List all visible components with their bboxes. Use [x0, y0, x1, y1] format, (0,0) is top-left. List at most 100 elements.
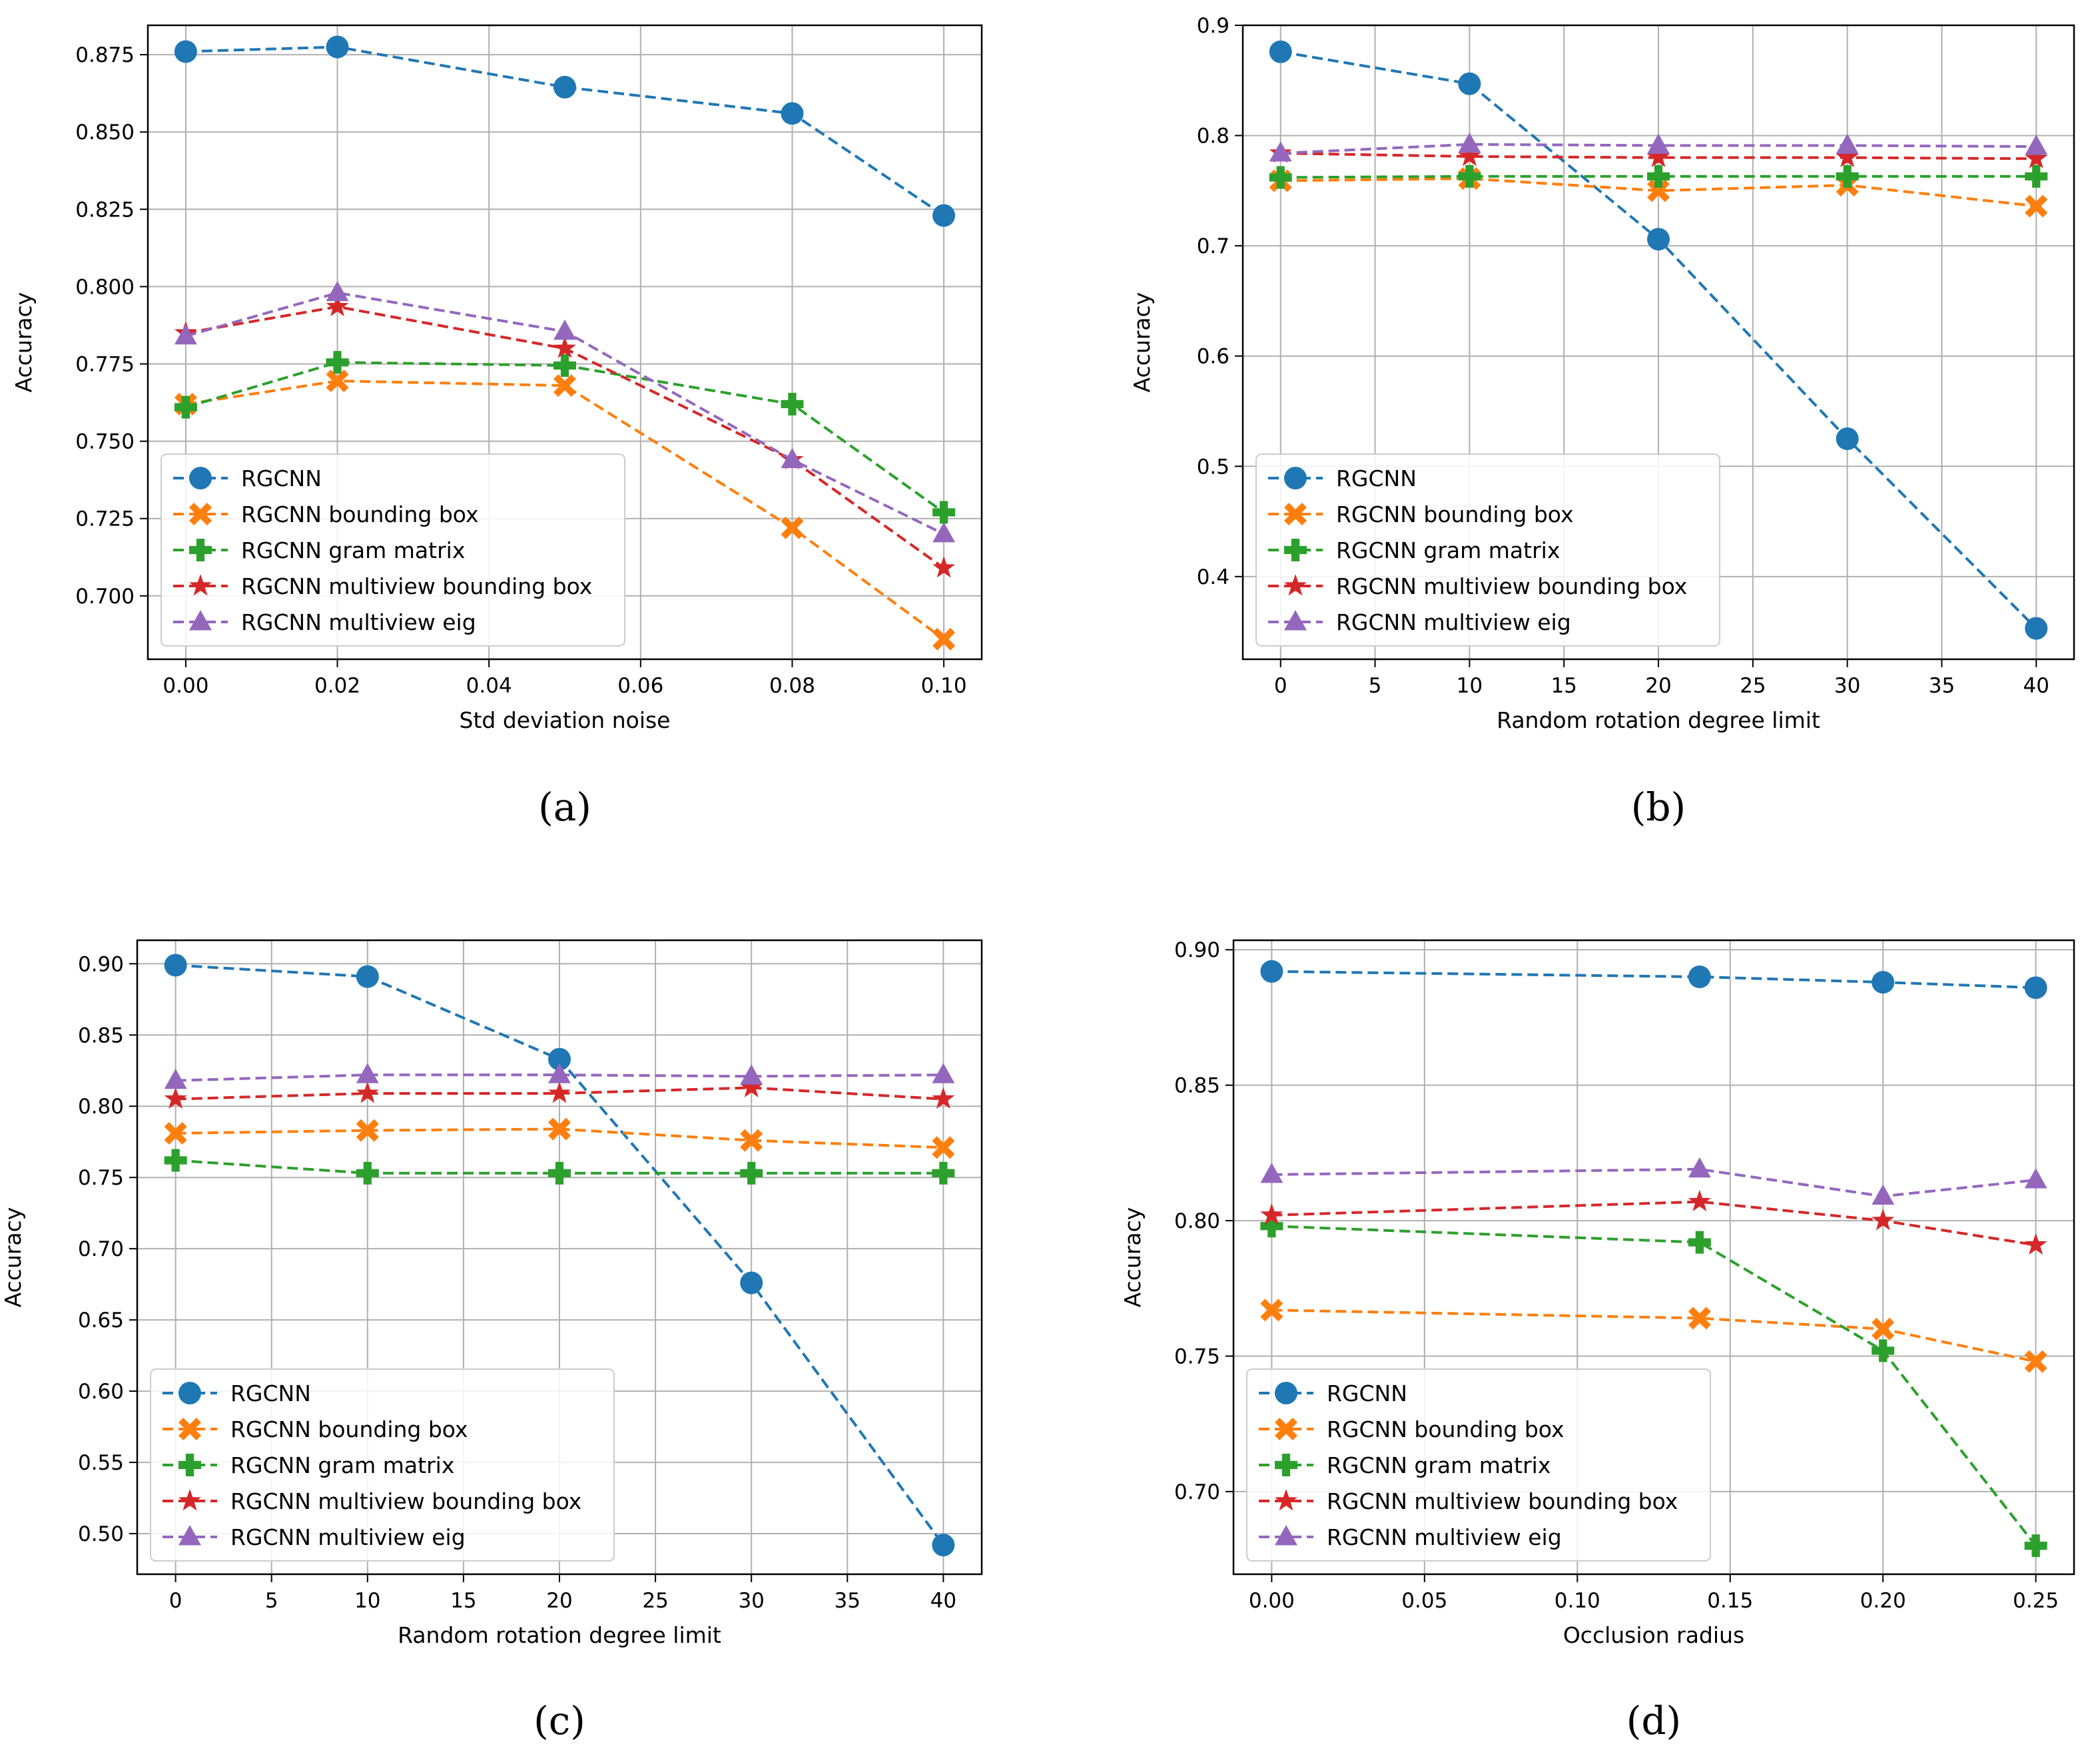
- x-tick-label: 0.05: [1401, 1589, 1447, 1613]
- x-axis-label: Std deviation noise: [460, 707, 671, 733]
- data-point: [1269, 141, 1292, 162]
- legend-label: RGCNN multiview bounding box: [1336, 573, 1687, 599]
- legend-label: RGCNN gram matrix: [241, 537, 465, 563]
- legend: RGCNN RGCNN bounding box RGCNN gram matrix…: [1246, 1368, 1711, 1562]
- data-point: [2025, 135, 2048, 155]
- data-point: [164, 1087, 187, 1109]
- legend-item: RGCNN bounding box: [1259, 1416, 1565, 1442]
- data-point: [326, 351, 349, 374]
- data-point: [781, 447, 804, 468]
- data-point: [781, 102, 804, 125]
- data-point: [356, 1063, 379, 1083]
- y-tick-label: 0.75: [78, 1166, 124, 1190]
- y-tick-label: 0.6: [1197, 345, 1229, 369]
- x-tick-label: 0.04: [466, 674, 512, 698]
- series-line: [185, 380, 945, 641]
- legend-item: RGCNN bounding box: [163, 1416, 468, 1442]
- plot-frame: [1232, 939, 2075, 1576]
- legend-marker: [1284, 503, 1307, 525]
- data-point: [1260, 1163, 1283, 1183]
- legend-marker: [189, 539, 212, 561]
- data-point: [2025, 617, 2048, 640]
- data-point: [1688, 1189, 1711, 1212]
- legend-item: RGCNN gram matrix: [1268, 537, 1560, 563]
- y-tick-label: 0.7: [1197, 234, 1229, 258]
- legend-box: [150, 1368, 615, 1562]
- series-group: [174, 35, 956, 651]
- legend-label: RGCNN multiview eig: [230, 1524, 466, 1550]
- legend-marker: [189, 503, 212, 525]
- data-point: [932, 1534, 955, 1557]
- legend-label: RGCNN bounding box: [230, 1416, 468, 1442]
- data-point: [932, 501, 956, 524]
- data-point: [781, 392, 804, 416]
- data-point: [1458, 132, 1481, 153]
- series-rgcnn-multiview-bounding-box: [164, 1075, 955, 1109]
- chart-panel-c: 0 5 10 15 20 25 30 35 40 0.50 0.55 0.60 0.65 0.70 0.75…: [0, 939, 983, 1743]
- y-axis-label: Accuracy: [1129, 292, 1155, 393]
- series-group: [1260, 960, 2047, 1558]
- legend-label: RGCNN gram matrix: [230, 1452, 454, 1478]
- y-tick-label: 0.4: [1197, 565, 1229, 589]
- data-point: [1688, 965, 1711, 988]
- data-point: [2025, 147, 2048, 168]
- x-tick-label: 0.15: [1707, 1589, 1753, 1613]
- data-point: [164, 954, 187, 977]
- y-tick-label: 0.725: [75, 507, 135, 531]
- y-tick-label: 0.90: [1174, 938, 1220, 962]
- series-line: [1271, 1309, 2037, 1363]
- y-tick-label: 0.70: [1174, 1480, 1220, 1504]
- legend-label: RGCNN multiview bounding box: [230, 1488, 581, 1514]
- legend-marker: [1284, 574, 1307, 596]
- data-point: [1836, 133, 1859, 154]
- x-tick-label: 35: [835, 1589, 861, 1613]
- legend-marker: [189, 574, 212, 596]
- x-tick-label: 25: [642, 1589, 668, 1613]
- data-point: [1260, 960, 1283, 983]
- data-point: [1836, 145, 1859, 168]
- y-tick-label: 0.9: [1197, 14, 1229, 38]
- x-tick-label: 0.20: [1860, 1589, 1906, 1613]
- legend-label: RGCNN gram matrix: [1336, 537, 1560, 563]
- x-tick-label: 0: [1274, 674, 1287, 698]
- x-tick-label: 0.00: [163, 674, 208, 698]
- x-tick-label: 20: [546, 1589, 572, 1613]
- series-rgcnn: [1269, 40, 2048, 640]
- series-rgcnn-gram-matrix: [1260, 1215, 2047, 1558]
- data-point: [1647, 228, 1670, 251]
- data-point: [548, 1117, 571, 1141]
- data-point: [548, 1081, 571, 1103]
- data-point: [164, 1121, 187, 1145]
- y-tick-label: 0.90: [78, 952, 124, 976]
- data-point: [548, 1047, 571, 1071]
- legend-label: RGCNN multiview eig: [1336, 609, 1571, 635]
- series-line: [1271, 1167, 2036, 1198]
- series-rgcnn-bounding-box: [164, 1117, 955, 1159]
- data-point: [356, 1119, 379, 1142]
- y-axis-ticks: 0.4 0.5 0.6 0.7 0.8 0.9: [1197, 14, 1243, 589]
- x-tick-label: 5: [265, 1589, 278, 1613]
- data-point: [1688, 1157, 1711, 1178]
- x-tick-label: 0.02: [314, 674, 360, 698]
- legend-label: RGCNN multiview eig: [1327, 1524, 1562, 1550]
- data-point: [548, 1161, 571, 1185]
- data-point: [1872, 1317, 1895, 1340]
- legend-marker: [178, 1382, 201, 1404]
- y-tick-label: 0.70: [78, 1237, 124, 1261]
- legend-label: RGCNN: [1336, 465, 1417, 491]
- y-tick-label: 0.875: [75, 43, 135, 67]
- legend: RGCNN RGCNN bounding box RGCNN gram matrix…: [150, 1368, 615, 1562]
- legend-label: RGCNN: [241, 465, 322, 491]
- chart-panel-b: 0 5 10 15 20 25 30 35 40 0.4 0.5 0.6 0.7 0.8 0.9 Random…: [1129, 14, 2075, 830]
- y-axis-label: Accuracy: [0, 1207, 26, 1308]
- series-rgcnn-multiview-bounding-box: [1260, 1189, 2047, 1255]
- data-point: [1647, 145, 1670, 168]
- data-point: [1458, 145, 1481, 166]
- y-tick-label: 0.775: [75, 353, 135, 377]
- legend-label: RGCNN bounding box: [1336, 501, 1574, 527]
- data-point: [1688, 1231, 1711, 1254]
- legend-label: RGCNN multiview bounding box: [1327, 1488, 1678, 1514]
- x-axis-label: Occlusion radius: [1563, 1622, 1744, 1648]
- legend-marker: [178, 1489, 201, 1511]
- legend-item: RGCNN gram matrix: [163, 1452, 454, 1478]
